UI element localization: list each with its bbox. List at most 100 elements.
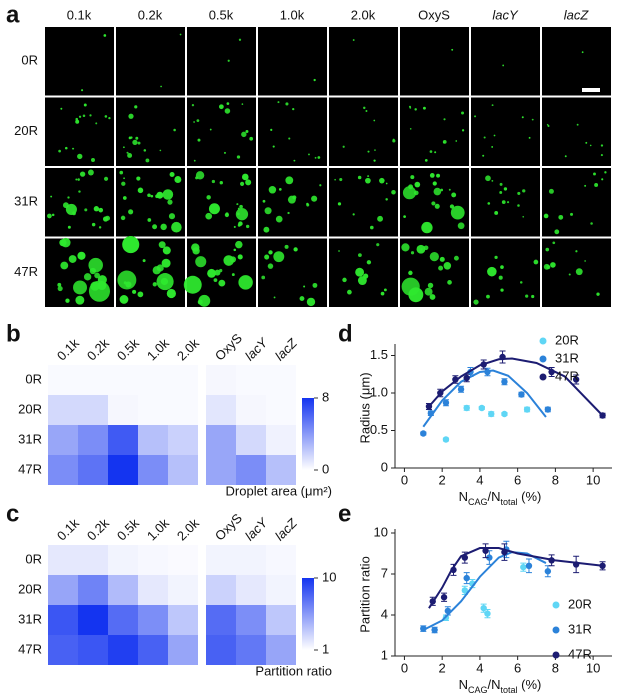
droplet (193, 159, 196, 162)
droplet (83, 103, 87, 107)
droplet (227, 59, 230, 62)
column-label: lacY (492, 7, 519, 22)
droplet (554, 229, 560, 235)
droplet (522, 215, 525, 218)
droplet (306, 203, 310, 207)
column-label: 0.2k (84, 335, 112, 363)
x-axis-label: NCAG/Ntotal (%) (459, 489, 542, 507)
droplet (128, 113, 134, 119)
droplet (123, 146, 125, 149)
droplet (447, 280, 452, 285)
droplet (528, 136, 531, 139)
micrograph (45, 168, 114, 237)
droplet (367, 175, 370, 178)
droplet (72, 211, 76, 216)
heat-cell (48, 605, 78, 635)
droplet (65, 298, 70, 303)
droplet (285, 176, 294, 185)
row-label: 31R (14, 193, 38, 208)
fit-curve (428, 357, 604, 417)
droplet (522, 189, 526, 193)
heat-cell (78, 365, 108, 395)
droplet (409, 107, 412, 109)
droplet (311, 195, 318, 202)
legend-marker (539, 373, 547, 381)
micrograph (542, 168, 611, 237)
droplet (143, 149, 147, 152)
droplet (122, 196, 127, 200)
droplet (75, 295, 85, 305)
droplet (482, 154, 485, 157)
point (442, 399, 450, 406)
droplet (233, 248, 237, 252)
row-label: 31R (18, 431, 42, 446)
droplet (455, 140, 458, 142)
droplet (108, 117, 111, 120)
legend-marker (552, 601, 560, 609)
heat-cell (48, 365, 78, 395)
droplet (427, 282, 434, 289)
heat-cell (78, 455, 108, 485)
droplet (352, 39, 355, 41)
heat-cell (168, 605, 198, 635)
droplet (88, 257, 103, 273)
column-label: lacZ (564, 7, 590, 22)
droplet (581, 51, 584, 54)
point (544, 406, 552, 413)
droplet (442, 139, 447, 144)
droplet (486, 294, 490, 299)
micrograph (329, 27, 398, 96)
droplet (195, 256, 207, 268)
droplet (79, 171, 86, 177)
y-axis-label: Partition ratio (357, 556, 372, 633)
droplet (491, 104, 494, 107)
fit-curve (422, 551, 547, 631)
droplet (226, 102, 230, 105)
droplet (156, 264, 164, 272)
droplet (284, 244, 289, 249)
column-label: lacZ (272, 515, 301, 544)
droplet (439, 256, 445, 262)
droplet (123, 177, 125, 180)
point (544, 568, 552, 575)
point (486, 554, 493, 561)
droplet (236, 155, 241, 159)
droplet (564, 155, 567, 158)
heat-cell (206, 635, 236, 665)
heat-cell (48, 545, 78, 575)
point (429, 598, 436, 605)
droplet (287, 211, 290, 215)
droplet (491, 146, 494, 148)
point (484, 368, 491, 376)
column-label: lacZ (272, 335, 301, 364)
heat-cell (266, 395, 296, 425)
micrograph (116, 27, 185, 96)
droplet (575, 250, 578, 253)
droplet (57, 285, 63, 292)
point (457, 386, 465, 393)
point (463, 404, 470, 412)
droplet (548, 188, 554, 194)
legend-marker (552, 626, 560, 634)
micrograph (329, 97, 398, 166)
colorbar (302, 398, 314, 470)
droplet (209, 128, 212, 131)
droplet (136, 176, 141, 181)
y-tick-label: 1.0 (370, 384, 388, 399)
column-label: 0.1k (54, 515, 82, 543)
droplet (119, 170, 124, 175)
droplet (363, 106, 366, 110)
droplet (68, 255, 77, 263)
droplet (499, 191, 503, 194)
droplet (525, 294, 529, 298)
droplet (104, 115, 108, 118)
droplet (214, 269, 221, 276)
droplet (424, 287, 433, 296)
droplet (337, 202, 342, 206)
droplet (449, 204, 455, 209)
droplet (288, 137, 291, 140)
droplet (502, 64, 505, 67)
heat-cell (168, 635, 198, 665)
point (548, 557, 555, 564)
